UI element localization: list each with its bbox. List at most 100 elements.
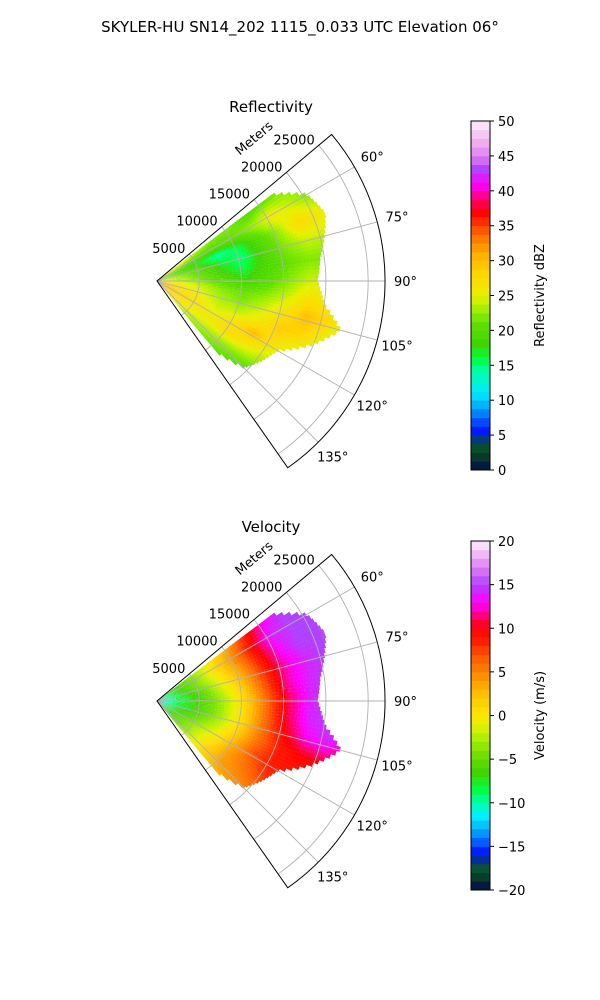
field-cell [268, 269, 273, 274]
field-cell [193, 293, 197, 296]
field-cell [277, 714, 282, 719]
field-cell [310, 231, 315, 237]
field-cell [295, 205, 301, 211]
field-cell [203, 308, 207, 312]
field-cell [211, 239, 216, 244]
field-cell [171, 288, 175, 291]
field-cell [181, 263, 185, 267]
field-cell [185, 285, 189, 287]
field-cell [296, 300, 301, 305]
field-cell [226, 232, 231, 237]
field-cell [219, 267, 224, 270]
field-cell [208, 282, 212, 285]
field-cell [214, 335, 219, 340]
field-cell [263, 243, 268, 248]
field-cell [195, 282, 199, 284]
field-cell [205, 261, 209, 265]
field-cell [183, 267, 187, 270]
field-cell [302, 258, 307, 264]
field-cell [243, 274, 247, 278]
field-cell [233, 283, 238, 286]
field-cell [240, 283, 244, 287]
field-cell [207, 300, 211, 304]
colorbar-tick-label: 0 [498, 464, 506, 479]
field-cell [224, 701, 228, 704]
field-cell [191, 682, 195, 685]
field-cell [272, 253, 277, 258]
field-cell [188, 273, 192, 275]
field-cell [240, 694, 244, 698]
field-cell [185, 278, 190, 280]
field-cell [218, 345, 223, 350]
field-cell [288, 705, 292, 710]
field-cell [208, 304, 213, 308]
field-cell [253, 276, 257, 280]
field-cell [299, 618, 305, 625]
field-cell [181, 309, 185, 314]
field-cell [205, 311, 209, 315]
field-cell [191, 313, 195, 317]
field-cell [172, 283, 177, 285]
field-cell [168, 286, 172, 288]
field-cell [211, 702, 215, 705]
field-cell [224, 281, 228, 284]
field-cell [185, 306, 189, 310]
field-cell [275, 698, 280, 703]
field-cell [205, 315, 210, 320]
field-cell [186, 266, 190, 270]
field-cell [234, 227, 239, 232]
field-cell [267, 311, 272, 316]
field-cell [230, 232, 235, 237]
field-cell [207, 286, 212, 289]
field-cell [268, 290, 273, 295]
field-cell [317, 273, 319, 279]
field-cell [223, 228, 228, 233]
field-cell [226, 652, 231, 657]
field-cell [329, 314, 334, 321]
field-cell [218, 244, 223, 248]
field-cell [223, 255, 227, 259]
field-cell [214, 703, 219, 705]
field-cell [213, 316, 218, 321]
field-cell [256, 281, 260, 285]
field-cell [274, 682, 279, 687]
field-cell [206, 314, 211, 318]
field-cell [259, 704, 263, 708]
field-cell [243, 692, 247, 696]
field-cell [177, 270, 181, 273]
field-cell [192, 281, 196, 283]
field-cell [278, 282, 283, 286]
field-cell [205, 297, 209, 300]
field-cell [275, 702, 280, 706]
field-cell [226, 659, 231, 664]
field-cell [256, 273, 260, 277]
field-cell [266, 620, 272, 626]
field-cell [304, 274, 308, 279]
field-cell [172, 277, 177, 279]
field-cell [191, 297, 195, 301]
field-cell [238, 249, 243, 253]
field-cell [240, 697, 244, 700]
field-cell [181, 295, 185, 299]
field-cell [222, 253, 227, 257]
field-cell [207, 259, 212, 262]
field-cell [285, 626, 291, 632]
field-cell [162, 284, 165, 288]
field-cell [184, 261, 188, 265]
field-cell [275, 249, 280, 254]
field-cell [165, 284, 169, 287]
field-cell [204, 273, 209, 276]
field-cell [177, 270, 181, 273]
field-cell [199, 256, 204, 260]
field-cell [292, 627, 298, 633]
field-cell [231, 334, 236, 339]
field-cell [166, 281, 170, 283]
field-cell [309, 618, 315, 624]
field-cell [246, 334, 252, 339]
field-cell [201, 260, 205, 264]
field-cell [284, 198, 290, 204]
field-cell [315, 239, 320, 245]
field-cell [243, 257, 248, 261]
field-cell [299, 301, 304, 306]
field-cell [191, 272, 195, 274]
